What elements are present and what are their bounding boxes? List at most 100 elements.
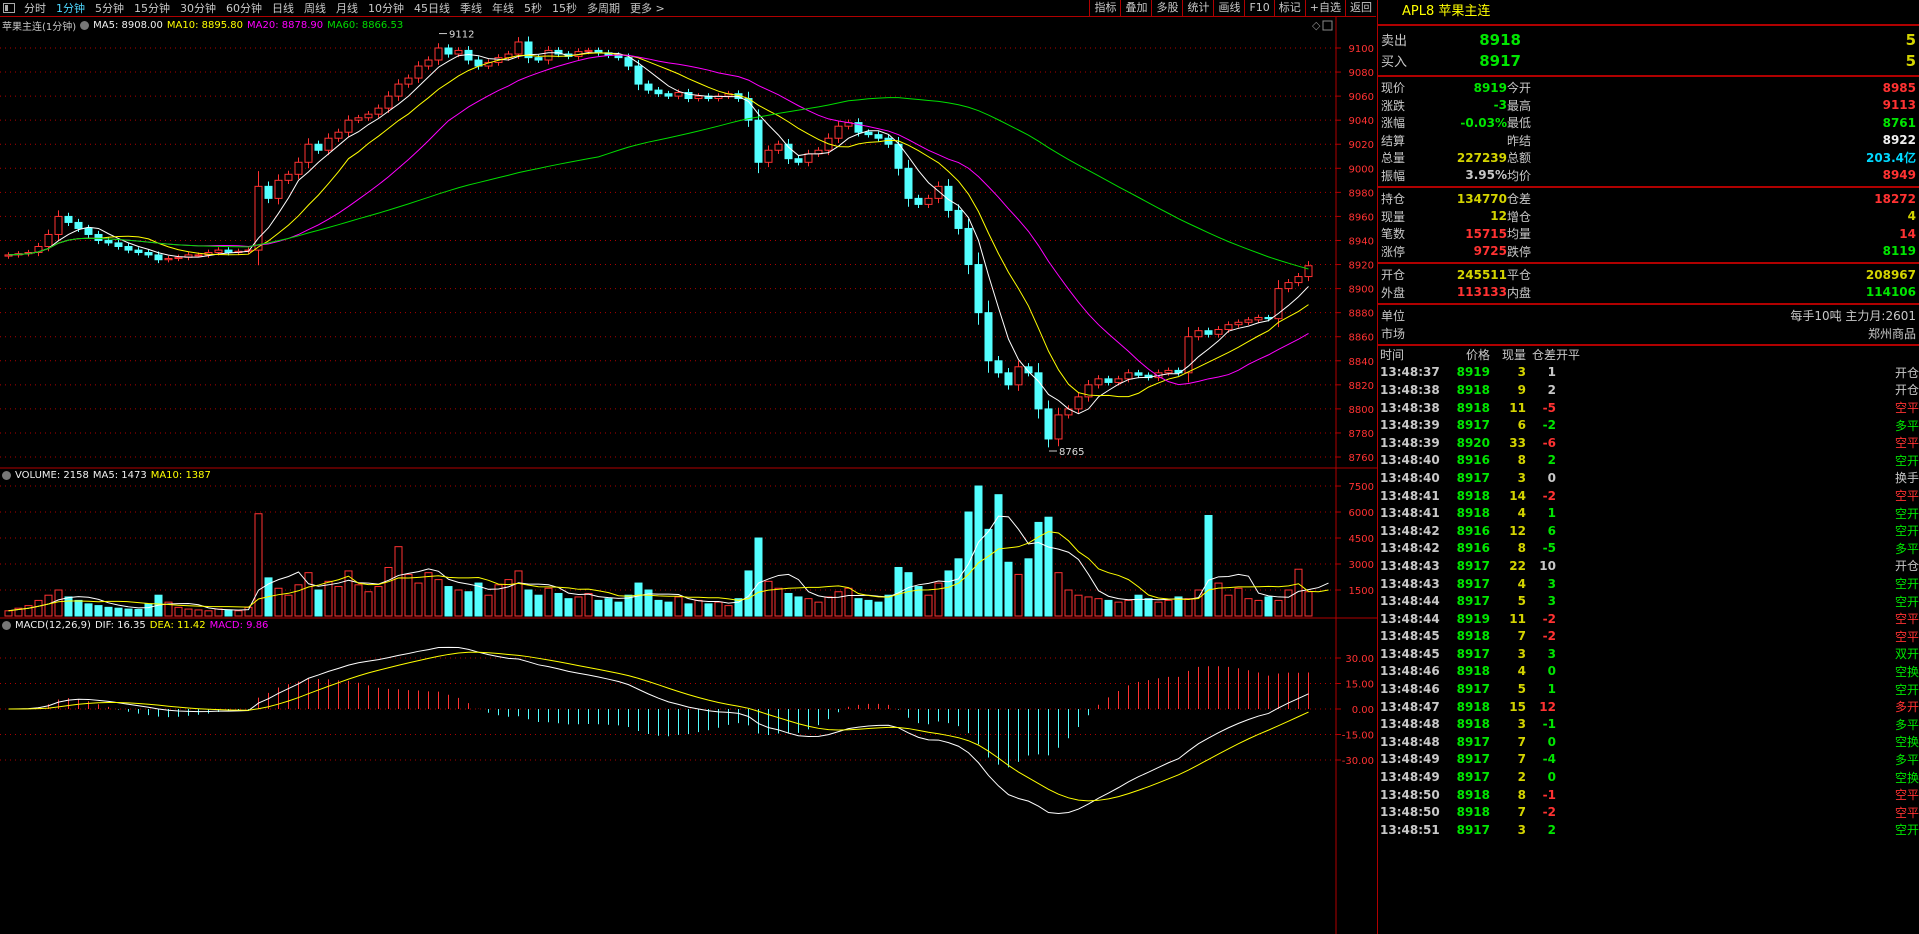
volume-bar xyxy=(374,586,383,617)
volume-bar xyxy=(114,607,123,617)
period-tab[interactable]: 45日线 xyxy=(414,2,450,15)
tool-button[interactable]: 返回 xyxy=(1345,0,1376,17)
tick-price: 8917 xyxy=(1456,682,1490,697)
volume-bar xyxy=(404,573,413,617)
tick-type: 多平 xyxy=(1894,541,1919,556)
stat-label: 今开 xyxy=(1507,81,1532,96)
tick-row: 13:48:38 8918 9 2 开仓 xyxy=(1378,381,1919,399)
tick-type: 多平 xyxy=(1894,717,1919,732)
volume-bar xyxy=(1174,596,1183,617)
macd-tick-label: 15.00 xyxy=(1345,680,1374,691)
settings-dot-icon[interactable] xyxy=(2,471,11,480)
period-tab[interactable]: 15分钟 xyxy=(134,2,170,15)
candle-body xyxy=(1164,369,1173,374)
macd-name-label: MACD(12,26,9) xyxy=(15,620,91,631)
tick-time: 13:48:47 xyxy=(1380,699,1440,714)
tick-header-cell: 仓差 xyxy=(1531,348,1556,363)
candle-body xyxy=(254,185,263,251)
tick-time: 13:48:41 xyxy=(1380,506,1440,521)
period-tab[interactable]: 更多 > xyxy=(630,2,665,15)
stat-label: 结算 xyxy=(1381,133,1406,148)
tick-type: 空平 xyxy=(1894,629,1919,644)
tool-button[interactable]: 叠加 xyxy=(1120,0,1151,17)
tick-volume: 8 xyxy=(1517,453,1526,468)
volume-bar xyxy=(1164,599,1173,617)
layout-toggle-icon[interactable] xyxy=(3,3,15,13)
volume-bar xyxy=(804,598,813,617)
tick-price: 8918 xyxy=(1456,400,1490,415)
period-tab[interactable]: 季线 xyxy=(460,2,482,15)
period-tab[interactable]: 30分钟 xyxy=(180,2,216,15)
position-stats: 持仓 134770 仓差 18272 现量 12 增仓 4 笔数 15715 均量 14 涨停 9725 跌… xyxy=(1378,188,1919,264)
tick-volume: 11 xyxy=(1509,400,1526,415)
candle-body xyxy=(454,49,463,55)
stat-value: 8949 xyxy=(1882,168,1916,183)
tool-button[interactable]: 画线 xyxy=(1213,0,1244,17)
tick-type: 开仓 xyxy=(1894,365,1919,380)
period-tab[interactable]: 年线 xyxy=(492,2,514,15)
stat-label: 涨幅 xyxy=(1381,116,1406,131)
candle-body xyxy=(264,185,273,199)
stat-value: 8922 xyxy=(1882,133,1916,148)
tick-type: 空开 xyxy=(1894,453,1919,468)
tick-volume: 3 xyxy=(1517,646,1526,661)
period-tab[interactable]: 5秒 xyxy=(524,2,542,15)
volume-bar xyxy=(814,601,823,617)
period-tab[interactable]: 60分钟 xyxy=(226,2,262,15)
period-tab[interactable]: 1分钟 xyxy=(56,2,85,15)
tool-button[interactable]: 多股 xyxy=(1151,0,1182,17)
period-tab[interactable]: 5分钟 xyxy=(95,2,124,15)
dif-line xyxy=(8,646,1309,815)
tool-button[interactable]: 指标 xyxy=(1089,0,1120,17)
tick-time: 13:48:44 xyxy=(1380,611,1440,626)
volume-bar xyxy=(1144,598,1153,617)
volume-bar xyxy=(1294,568,1303,617)
tick-volume: 8 xyxy=(1517,787,1526,802)
tick-oi-change: 1 xyxy=(1547,682,1556,697)
stat-label: 现价 xyxy=(1381,81,1406,96)
candle-body xyxy=(1254,316,1263,321)
stat-value: 3.95% xyxy=(1465,168,1507,183)
volume-bar xyxy=(1114,601,1123,617)
tool-button[interactable]: F10 xyxy=(1244,0,1273,17)
tick-time: 13:48:43 xyxy=(1380,558,1440,573)
tool-button[interactable]: 标记 xyxy=(1273,0,1305,17)
volume-bar xyxy=(514,570,523,617)
candle-body xyxy=(544,49,553,61)
tick-list[interactable]: 时间 价格 现量 仓差 开平 13:48:37 8919 3 1 开仓 13:48:38 8918 9 2… xyxy=(1378,346,1919,839)
candle-body xyxy=(1224,324,1233,331)
tick-type: 空开 xyxy=(1894,594,1919,609)
period-tab[interactable]: 多周期 xyxy=(587,2,620,15)
candle-body xyxy=(224,249,233,254)
period-tab[interactable]: 日线 xyxy=(272,2,294,15)
panel-toggle-icon[interactable] xyxy=(1322,20,1333,31)
period-tab[interactable]: 10分钟 xyxy=(368,2,404,15)
candle-body xyxy=(674,92,683,97)
tool-button[interactable]: +自选 xyxy=(1304,0,1345,17)
volume-bar xyxy=(694,599,703,617)
period-tab[interactable]: 分时 xyxy=(24,2,46,15)
kline-chart[interactable]: 9100 9080 9060 9040 9020 9000 8980 8960 8940 8920… xyxy=(0,17,1377,934)
volume-bar xyxy=(334,586,343,617)
volume-bar xyxy=(284,594,293,617)
diamond-icon[interactable]: ◇ xyxy=(1312,19,1321,32)
tick-row: 13:48:39 8917 6 -2 多平 xyxy=(1378,416,1919,434)
volume-bar xyxy=(864,599,873,617)
tick-time: 13:48:43 xyxy=(1380,576,1440,591)
volume-bar xyxy=(494,584,503,617)
volume-bar xyxy=(44,594,53,617)
settings-dot-icon[interactable] xyxy=(2,621,11,630)
candle-body xyxy=(1084,384,1093,398)
price-tick-label: 9100 xyxy=(1349,44,1374,55)
tick-price: 8918 xyxy=(1456,699,1490,714)
dea-line xyxy=(8,651,1309,802)
period-tab[interactable]: 月线 xyxy=(336,2,358,15)
settings-dot-icon[interactable] xyxy=(80,21,90,30)
period-tab[interactable]: 15秒 xyxy=(552,2,577,15)
tool-button[interactable]: 统计 xyxy=(1182,0,1213,17)
volume-bar xyxy=(124,608,133,617)
tick-price: 8918 xyxy=(1456,506,1490,521)
volume-bar xyxy=(54,589,63,617)
volume-ma10-line xyxy=(8,531,1329,612)
period-tab[interactable]: 周线 xyxy=(304,2,326,15)
